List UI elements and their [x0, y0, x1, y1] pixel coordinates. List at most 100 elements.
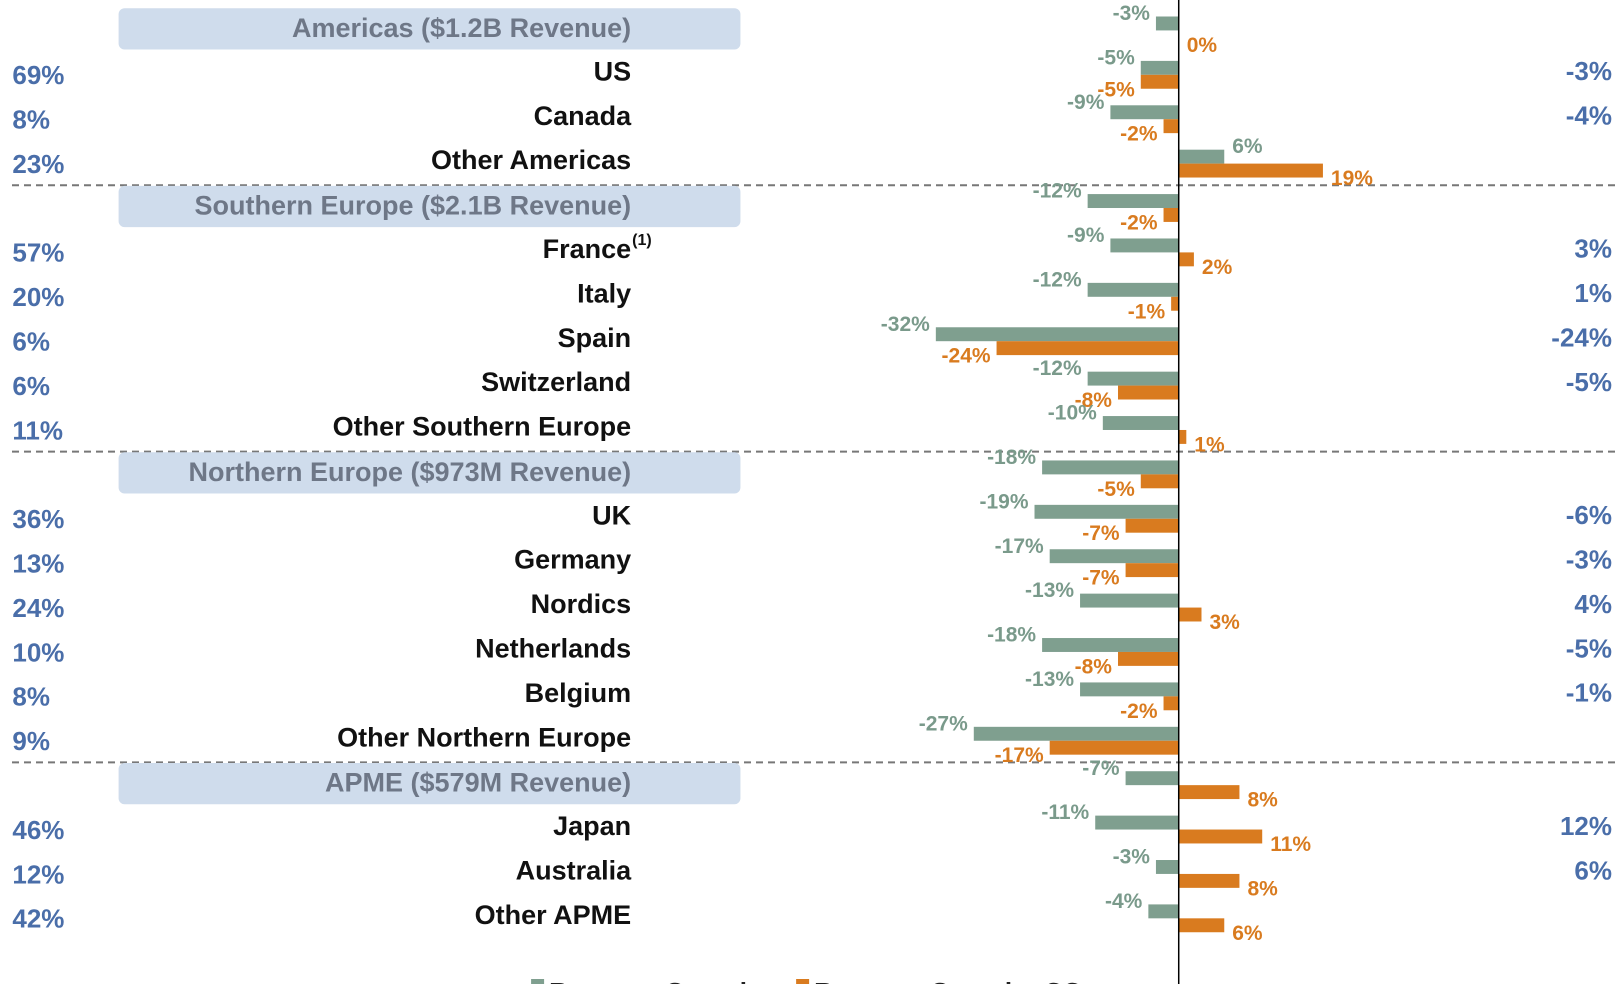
share-label: 11% [12, 415, 63, 445]
category-label: Japan [553, 811, 631, 841]
category-label: UK [592, 500, 631, 530]
value-label: 6% [1232, 922, 1263, 945]
value-label: -18% [987, 624, 1036, 647]
value-label: -2% [1120, 123, 1158, 146]
bar [1178, 252, 1194, 267]
bar [1148, 904, 1179, 919]
bar [1125, 518, 1179, 533]
bar [1117, 651, 1179, 666]
value-label: -17% [995, 744, 1044, 767]
category-label: Other APME [475, 900, 632, 930]
region-header: Americas ($1.2B Revenue) [292, 13, 631, 43]
value-label: -4% [1105, 890, 1143, 913]
value-label: -13% [1025, 579, 1074, 602]
bar [1178, 873, 1240, 888]
legend-label: Revenue Growth [549, 977, 756, 984]
share-label: 36% [12, 504, 64, 534]
region-header-box [118, 185, 741, 228]
bar [1163, 696, 1179, 711]
bar [1178, 163, 1323, 178]
value-label: 8% [1247, 877, 1278, 900]
bar [935, 327, 1179, 342]
right-label: -3% [1566, 56, 1612, 86]
bar [1163, 208, 1179, 222]
bar [1080, 593, 1179, 608]
value-label: -7% [1082, 522, 1120, 545]
value-label: -9% [1067, 91, 1105, 114]
value-label: 3% [1209, 611, 1240, 634]
category-label: US [594, 56, 632, 86]
bar [1155, 860, 1179, 874]
share-label: 10% [12, 637, 64, 667]
value-label: -2% [1120, 700, 1158, 723]
legend-swatch [796, 979, 810, 984]
share-label: 20% [12, 282, 64, 312]
value-label: -27% [919, 712, 968, 735]
value-label: -12% [1033, 180, 1082, 203]
share-label: 57% [12, 238, 64, 268]
bar [1178, 918, 1225, 933]
bar [973, 726, 1179, 741]
bar [1178, 607, 1202, 622]
value-label: -19% [979, 490, 1028, 513]
bar [1102, 416, 1179, 430]
value-label: -8% [1075, 655, 1113, 678]
share-label: 8% [12, 105, 50, 135]
value-label: -7% [1082, 567, 1120, 590]
right-label: 6% [1574, 855, 1612, 885]
value-label: -2% [1120, 211, 1158, 234]
value-label: 2% [1202, 256, 1233, 279]
bar [1110, 238, 1179, 253]
region-header: APME ($579M Revenue) [325, 768, 631, 798]
bar [996, 341, 1179, 356]
category-label: Spain [558, 323, 632, 353]
bar [1080, 682, 1179, 697]
value-label: -5% [1097, 46, 1135, 69]
bar [1117, 385, 1179, 400]
value-label: -3% [1113, 846, 1151, 869]
value-label: -5% [1097, 478, 1135, 501]
right-label: 4% [1574, 589, 1612, 619]
right-label: -4% [1566, 101, 1612, 131]
category-label: Nordics [531, 589, 632, 619]
value-label: -24% [942, 345, 991, 368]
share-label: 6% [12, 371, 50, 401]
bar [1178, 429, 1187, 444]
value-label: -11% [1041, 801, 1089, 824]
legend-label: Revenue Growth - CC [814, 977, 1081, 984]
category-label: Australia [516, 856, 633, 886]
share-label: 42% [12, 904, 64, 934]
value-label: -5% [1097, 78, 1135, 101]
value-label: 11% [1270, 833, 1311, 856]
value-label: -7% [1082, 757, 1120, 780]
bar [1178, 829, 1263, 844]
value-label: -17% [995, 535, 1044, 558]
share-label: 9% [12, 726, 50, 756]
category-label: Netherlands [475, 634, 631, 664]
value-label: 19% [1331, 167, 1373, 190]
bar [1049, 740, 1179, 755]
right-label: 3% [1574, 234, 1612, 264]
bar [1110, 105, 1179, 120]
value-label: -12% [1033, 357, 1082, 380]
category-label: Other Southern Europe [333, 412, 632, 442]
value-label: 8% [1247, 789, 1278, 812]
value-label: -13% [1025, 668, 1074, 691]
category-label: Other Northern Europe [337, 722, 631, 752]
bar [1140, 60, 1179, 75]
category-label: Switzerland [481, 367, 631, 397]
share-label: 24% [12, 593, 64, 623]
right-label: -5% [1566, 367, 1612, 397]
right-label: -5% [1566, 633, 1612, 663]
share-label: 46% [12, 815, 64, 845]
bar [1034, 504, 1179, 519]
category-label: Canada [534, 101, 633, 131]
category-label: Belgium [525, 678, 632, 708]
bar [1178, 785, 1240, 800]
bar [1042, 638, 1179, 652]
footnote-mark: (1) [632, 232, 652, 249]
category-label: Other Americas [431, 145, 631, 175]
share-label: 23% [12, 149, 64, 179]
value-label: -8% [1075, 389, 1113, 412]
